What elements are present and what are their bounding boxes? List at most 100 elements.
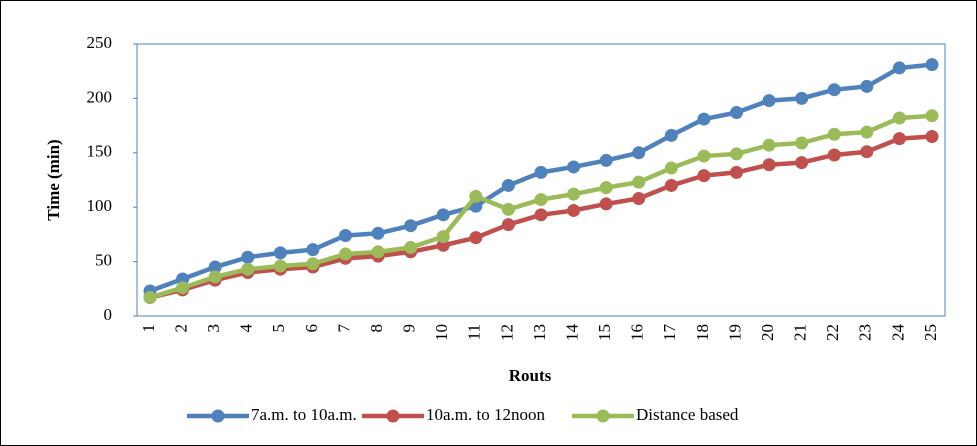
point	[274, 259, 287, 272]
x-tick-label: 8	[367, 324, 386, 333]
point	[437, 230, 450, 243]
x-tick-label: 2	[171, 324, 190, 333]
point	[730, 106, 743, 119]
point	[372, 245, 385, 258]
point	[763, 158, 776, 171]
x-tick-label: 11	[465, 324, 484, 340]
point	[600, 197, 613, 210]
point	[763, 139, 776, 152]
point	[469, 231, 482, 244]
point	[535, 208, 548, 221]
point	[176, 281, 189, 294]
point	[860, 145, 873, 158]
point	[241, 263, 254, 276]
point	[404, 241, 417, 254]
point	[828, 83, 841, 96]
x-tick-label: 19	[725, 324, 744, 341]
point	[209, 270, 222, 283]
x-tick-label: 25	[921, 324, 940, 341]
point	[502, 203, 515, 216]
point	[600, 181, 613, 194]
point	[306, 257, 319, 270]
point	[665, 129, 678, 142]
point	[893, 111, 906, 124]
point	[730, 147, 743, 160]
point	[535, 166, 548, 179]
point	[241, 251, 254, 264]
point	[893, 132, 906, 145]
x-axis-label: Routs	[509, 366, 552, 385]
chart: Routs Time (min) 05010015020025012345678…	[0, 0, 977, 446]
point	[632, 192, 645, 205]
legend-label: 7a.m. to 10a.m.	[251, 405, 357, 424]
x-tick-label: 24	[888, 324, 907, 342]
point	[828, 128, 841, 141]
point	[437, 208, 450, 221]
point	[730, 166, 743, 179]
point	[372, 227, 385, 240]
y-axis-label: Time (min)	[44, 139, 63, 220]
point	[665, 179, 678, 192]
point	[632, 146, 645, 159]
point	[697, 150, 710, 163]
point	[926, 109, 939, 122]
point	[404, 219, 417, 232]
x-tick-label: 10	[432, 324, 451, 341]
y-tick-label: 0	[104, 305, 113, 324]
point	[306, 243, 319, 256]
y-tick-label: 150	[87, 142, 113, 161]
point	[339, 229, 352, 242]
point	[567, 188, 580, 201]
point	[274, 246, 287, 259]
point	[697, 169, 710, 182]
x-tick-label: 22	[823, 324, 842, 341]
point	[795, 156, 808, 169]
point	[860, 80, 873, 93]
x-tick-label: 15	[595, 324, 614, 341]
x-tick-label: 7	[334, 324, 353, 333]
x-tick-label: 6	[302, 324, 321, 333]
point	[795, 137, 808, 150]
x-tick-label: 16	[628, 324, 647, 341]
x-tick-label: 21	[791, 324, 810, 341]
point	[795, 92, 808, 105]
point	[567, 204, 580, 217]
x-tick-label: 9	[400, 324, 419, 333]
legend-marker	[212, 410, 225, 423]
x-tick-label: 1	[139, 324, 158, 333]
x-tick-label: 20	[758, 324, 777, 341]
point	[893, 61, 906, 74]
x-tick-label: 18	[693, 324, 712, 341]
chart-border	[1, 1, 977, 446]
point	[926, 130, 939, 143]
legend-marker	[387, 410, 400, 423]
legend-marker	[597, 410, 610, 423]
x-tick-label: 5	[269, 324, 288, 333]
point	[567, 160, 580, 173]
point	[697, 113, 710, 126]
legend-label: 10a.m. to 12noon	[426, 405, 545, 424]
y-tick-label: 50	[95, 251, 112, 270]
page: Routs Time (min) 05010015020025012345678…	[0, 0, 977, 446]
point	[144, 291, 157, 304]
x-tick-label: 23	[856, 324, 875, 341]
point	[665, 162, 678, 175]
point	[502, 179, 515, 192]
point	[860, 126, 873, 139]
point	[600, 154, 613, 167]
x-tick-label: 14	[562, 324, 581, 342]
x-tick-label: 3	[204, 324, 223, 333]
point	[535, 193, 548, 206]
x-tick-label: 13	[530, 324, 549, 341]
point	[632, 176, 645, 189]
point	[502, 218, 515, 231]
legend-label: Distance based	[636, 405, 739, 424]
point	[763, 94, 776, 107]
point	[828, 148, 841, 161]
x-tick-label: 4	[237, 324, 256, 333]
y-tick-label: 250	[87, 33, 113, 52]
y-tick-label: 100	[87, 196, 113, 215]
x-tick-label: 17	[660, 324, 679, 342]
x-tick-label: 12	[497, 324, 516, 341]
y-tick-label: 200	[87, 87, 113, 106]
